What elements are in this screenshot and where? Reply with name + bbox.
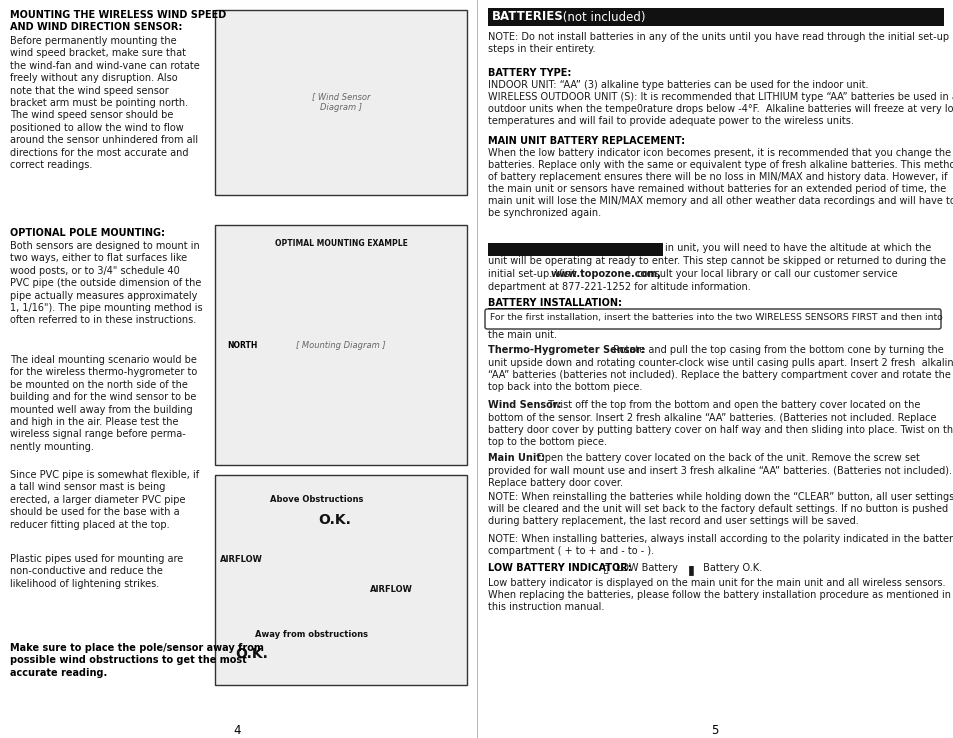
Text: unit will be operating at ready to enter. This step cannot be skipped or returne: unit will be operating at ready to enter…: [488, 256, 945, 266]
Text: NOTE: When reinstalling the batteries while holding down the “CLEAR” button, all: NOTE: When reinstalling the batteries wh…: [488, 492, 953, 526]
Text: Since PVC pipe is somewhat flexible, if
a tall wind sensor mast is being
erected: Since PVC pipe is somewhat flexible, if …: [10, 470, 199, 530]
Text: For the first installation, insert the batteries into the two WIRELESS SENSORS F: For the first installation, insert the b…: [490, 313, 942, 322]
Text: initial set-up. Visit: initial set-up. Visit: [488, 269, 578, 279]
Text: Above Obstructions: Above Obstructions: [270, 495, 363, 504]
Text: Wind Sensor:: Wind Sensor:: [488, 400, 561, 410]
Text: LOW BATTERY INDICATOR:: LOW BATTERY INDICATOR:: [488, 563, 631, 573]
Text: Make sure to place the pole/sensor away from
possible wind obstructions to get t: Make sure to place the pole/sensor away …: [10, 643, 264, 677]
Text: NOTE: When installing batteries, always install according to the polarity indica: NOTE: When installing batteries, always …: [488, 534, 953, 556]
Text: Twist off the top from the bottom and open the battery cover located on the: Twist off the top from the bottom and op…: [544, 400, 920, 410]
Text: OPTIONAL POLE MOUNTING:: OPTIONAL POLE MOUNTING:: [10, 228, 165, 238]
Text: LOW Battery: LOW Battery: [613, 563, 678, 573]
Text: [ Mounting Diagram ]: [ Mounting Diagram ]: [295, 340, 385, 350]
Text: The ideal mounting scenario would be
for the wireless thermo-hygrometer to
be mo: The ideal mounting scenario would be for…: [10, 355, 197, 452]
Text: in unit, you will need to have the altitude at which the: in unit, you will need to have the altit…: [664, 243, 930, 253]
Bar: [214, 10, 467, 195]
Text: provided for wall mount use and insert 3 fresh alkaline “AA” batteries. (Batteri: provided for wall mount use and insert 3…: [488, 466, 951, 488]
Text: Before permanently mounting the
wind speed bracket, make sure that
the wind-fan : Before permanently mounting the wind spe…: [10, 36, 199, 170]
Text: bottom of the sensor. Insert 2 fresh alkaline “AA” batteries. (Batteries not inc: bottom of the sensor. Insert 2 fresh alk…: [488, 413, 953, 447]
Text: Battery O.K.: Battery O.K.: [700, 563, 761, 573]
FancyBboxPatch shape: [484, 309, 940, 329]
Text: Main Unit:: Main Unit:: [488, 453, 544, 463]
Text: www.topozone.com,: www.topozone.com,: [551, 269, 661, 279]
Text: AIRFLOW: AIRFLOW: [220, 555, 263, 564]
Text: O.K.: O.K.: [318, 513, 351, 527]
Text: O.K.: O.K.: [234, 647, 268, 661]
Text: BATTERY INSTALLATION:: BATTERY INSTALLATION:: [488, 298, 621, 308]
Text: Thermo-Hygrometer Sensor:: Thermo-Hygrometer Sensor:: [488, 345, 644, 355]
Text: 5: 5: [711, 724, 718, 737]
Text: Away from obstructions: Away from obstructions: [254, 630, 368, 639]
Text: OPTIMAL MOUNTING EXAMPLE: OPTIMAL MOUNTING EXAMPLE: [274, 239, 407, 248]
Text: Plastic pipes used for mounting are
non-conductive and reduce the
likelihood of : Plastic pipes used for mounting are non-…: [10, 554, 183, 589]
Bar: [488, 243, 662, 256]
Text: ▯: ▯: [602, 563, 608, 573]
Bar: [214, 475, 467, 685]
Text: [ Wind Sensor
Diagram ]: [ Wind Sensor Diagram ]: [312, 92, 370, 111]
Text: MOUNTING THE WIRELESS WIND SPEED
AND WIND DIRECTION SENSOR:: MOUNTING THE WIRELESS WIND SPEED AND WIN…: [10, 10, 226, 32]
Text: consult your local library or call our customer service: consult your local library or call our c…: [634, 269, 897, 279]
Text: the main unit.: the main unit.: [488, 330, 557, 340]
Text: NORTH: NORTH: [227, 340, 257, 350]
Bar: [214, 225, 467, 465]
Text: department at 877-221-1252 for altitude information.: department at 877-221-1252 for altitude …: [488, 282, 750, 292]
Text: AIRFLOW: AIRFLOW: [370, 585, 413, 594]
Text: Rotate and pull the top casing from the bottom cone by turning the: Rotate and pull the top casing from the …: [609, 345, 943, 355]
Bar: [488, 8, 943, 26]
Text: INDOOR UNIT: “AA” (3) alkaline type batteries can be used for the indoor unit.
W: INDOOR UNIT: “AA” (3) alkaline type batt…: [488, 80, 953, 126]
Text: Both sensors are designed to mount in
two ways, either to flat surfaces like
woo: Both sensors are designed to mount in tw…: [10, 241, 202, 325]
Text: When the low battery indicator icon becomes present, it is recommended that you : When the low battery indicator icon beco…: [488, 148, 953, 218]
Text: MAIN UNIT BATTERY REPLACEMENT:: MAIN UNIT BATTERY REPLACEMENT:: [488, 136, 684, 146]
Text: unit upside down and rotating counter-clock wise until casing pulls apart. Inser: unit upside down and rotating counter-cl…: [488, 358, 953, 392]
Text: (not included): (not included): [558, 10, 645, 24]
Text: BATTERY TYPE:: BATTERY TYPE:: [488, 68, 571, 78]
Text: BATTERIES: BATTERIES: [492, 10, 563, 24]
Text: Open the battery cover located on the back of the unit. Remove the screw set: Open the battery cover located on the ba…: [534, 453, 919, 463]
Text: NOTE: Do not install batteries in any of the units until you have read through t: NOTE: Do not install batteries in any of…: [488, 32, 948, 54]
Text: Low battery indicator is displayed on the main unit for the main unit and all wi: Low battery indicator is displayed on th…: [488, 578, 950, 612]
Text: ▮: ▮: [687, 563, 694, 576]
Text: 4: 4: [233, 724, 240, 737]
